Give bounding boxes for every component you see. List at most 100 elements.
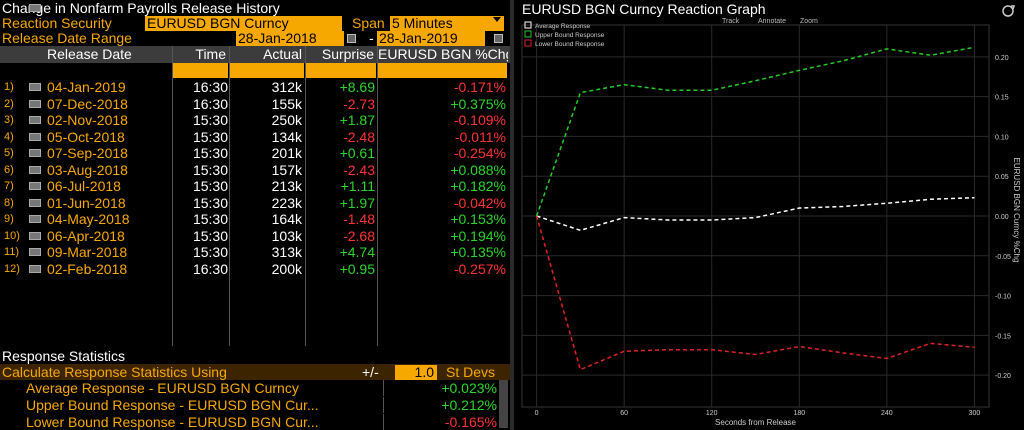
- time-cell: 15:30: [192, 244, 228, 260]
- table-row[interactable]: 11) 09-Mar-2018 15:30 313k +4.74 +0.135%: [0, 244, 510, 261]
- actual-filter[interactable]: [230, 63, 304, 78]
- select-all-checkbox[interactable]: [29, 4, 41, 12]
- pct-change-cell: -0.171%: [453, 79, 506, 95]
- col-time[interactable]: Time: [195, 46, 226, 62]
- time-cell: 16:30: [192, 95, 228, 112]
- row-checkbox[interactable]: [29, 248, 41, 256]
- surprise-cell: -2.73: [343, 95, 375, 112]
- span-label: Span: [352, 15, 385, 31]
- col-surprise[interactable]: Surprise: [321, 46, 374, 62]
- legend-label: Average Response: [535, 23, 591, 30]
- row-checkbox[interactable]: [29, 165, 41, 174]
- date-to-value: 28-Jan-2019: [379, 30, 458, 46]
- actual-cell: 155k: [271, 95, 302, 112]
- chevron-down-icon: [493, 17, 501, 22]
- pct-change-cell: +0.088%: [450, 161, 506, 178]
- stat-value: +0.212%: [441, 397, 497, 413]
- date-range-label: Release Date Range: [2, 30, 132, 46]
- table-row[interactable]: 6) 03-Aug-2018 15:30 157k -2.43 +0.088%: [0, 162, 510, 179]
- response-stats-title: Response Statistics: [2, 348, 125, 364]
- row-index: 10): [4, 229, 20, 242]
- series-line: [536, 196, 975, 232]
- actual-cell: 213k: [271, 178, 302, 194]
- table-row[interactable]: 10) 06-Apr-2018 15:30 103k -2.68 +0.194%: [0, 228, 510, 245]
- stats-calc-bar: [0, 364, 510, 380]
- row-checkbox[interactable]: [29, 198, 41, 207]
- table-row[interactable]: 2) 07-Dec-2018 16:30 155k -2.73 +0.375%: [0, 96, 510, 113]
- surprise-cell: -2.48: [343, 128, 375, 145]
- row-index: 11): [4, 246, 20, 258]
- pct-change-cell: -0.257%: [453, 260, 506, 277]
- time-cell: 15:30: [192, 161, 228, 178]
- surprise-cell: -1.48: [343, 211, 375, 227]
- y-tick-label: -0.20: [995, 373, 1011, 380]
- actual-cell: 164k: [271, 211, 302, 227]
- x-tick-label: 0: [535, 410, 539, 417]
- row-index: 5): [4, 147, 14, 159]
- col-release-date[interactable]: Release Date: [47, 46, 132, 62]
- row-checkbox[interactable]: [29, 215, 41, 223]
- panel-title: Change in Nonfarm Payrolls Release Histo…: [2, 0, 280, 16]
- surprise-cell: +1.11: [340, 178, 375, 194]
- y-tick-label: -0.10: [995, 294, 1011, 301]
- stat-row: Upper Bound Response - EURUSD BGN Cur...…: [0, 397, 510, 413]
- row-checkbox[interactable]: [29, 132, 41, 141]
- refresh-icon[interactable]: [1002, 5, 1016, 17]
- row-checkbox[interactable]: [29, 83, 41, 91]
- row-checkbox[interactable]: [29, 264, 41, 273]
- span-value: 5 Minutes: [392, 15, 453, 31]
- annotate-button[interactable]: Annotate: [758, 18, 786, 25]
- date-from-field[interactable]: 28-Jan-2018: [236, 31, 344, 46]
- row-checkbox[interactable]: [29, 231, 41, 240]
- table-row[interactable]: 5) 07-Sep-2018 15:30 201k +0.61 -0.254%: [0, 145, 510, 162]
- row-index: 8): [4, 196, 14, 209]
- release-date-cell: 04-Jan-2019: [47, 79, 126, 95]
- zoom-button[interactable]: Zoom: [800, 18, 818, 25]
- col-pct-change[interactable]: EURUSD BGN %Chg: [378, 46, 508, 62]
- std-dev-input[interactable]: 1.0: [395, 365, 437, 380]
- stat-row: Average Response - EURUSD BGN Curncy +0.0…: [0, 380, 510, 396]
- row-checkbox[interactable]: [29, 116, 41, 124]
- surprise-cell: +1.87: [339, 112, 375, 128]
- y-tick-label: 0.20: [995, 55, 1009, 62]
- table-row[interactable]: 1) 04-Jan-2019 16:30 312k +8.69 -0.171%: [0, 79, 510, 96]
- x-axis-label: Seconds from Release: [715, 418, 796, 427]
- calendar-icon[interactable]: [347, 34, 356, 43]
- col-actual[interactable]: Actual: [263, 46, 302, 62]
- release-date-cell: 07-Sep-2018: [47, 145, 128, 161]
- actual-cell: 200k: [271, 260, 302, 277]
- y-tick-label: 0.15: [995, 95, 1009, 102]
- legend-swatch: [524, 21, 532, 29]
- calendar-icon[interactable]: [494, 34, 503, 43]
- table-row[interactable]: 9) 04-May-2018 15:30 164k -1.48 +0.153%: [0, 211, 510, 228]
- table-row[interactable]: 12) 02-Feb-2018 16:30 200k +0.95 -0.257%: [0, 261, 510, 278]
- time-filter[interactable]: [172, 63, 228, 78]
- table-row[interactable]: 4) 05-Oct-2018 15:30 134k -2.48 -0.011%: [0, 129, 510, 146]
- y-tick-label: 0.00: [995, 214, 1009, 221]
- time-cell: 15:30: [192, 194, 228, 211]
- stat-label: Average Response - EURUSD BGN Curncy: [26, 380, 299, 396]
- table-row[interactable]: 8) 01-Jun-2018 15:30 223k +1.97 -0.042%: [0, 195, 510, 212]
- reaction-chart: 0.20 0.15 0.10 0.05 0.00 -0.05 -0.10 -0.15 -0.20…: [521, 5, 1021, 427]
- row-checkbox[interactable]: [29, 149, 41, 157]
- track-button[interactable]: Track: [722, 18, 740, 25]
- stats-scrollbar[interactable]: [499, 380, 508, 428]
- chart-title: EURUSD BGN Curncy Reaction Graph: [522, 1, 766, 17]
- pct-filter[interactable]: [378, 63, 507, 78]
- reaction-security-field[interactable]: EURUSD BGN Curncy: [145, 16, 342, 31]
- row-index: 2): [4, 97, 14, 110]
- table-row[interactable]: 7) 06-Jul-2018 15:30 213k +1.11 +0.182%: [0, 178, 510, 195]
- reaction-security-label: Reaction Security: [2, 15, 112, 31]
- date-to-field[interactable]: 28-Jan-2019: [377, 31, 485, 46]
- table-row[interactable]: 3) 02-Nov-2018 15:30 250k +1.87 -0.109%: [0, 112, 510, 129]
- span-select[interactable]: 5 Minutes: [390, 16, 504, 31]
- time-cell: 16:30: [192, 260, 228, 277]
- release-date-cell: 03-Aug-2018: [47, 161, 128, 178]
- surprise-cell: -2.68: [343, 227, 375, 244]
- surprise-filter[interactable]: [306, 63, 376, 78]
- release-date-cell: 02-Feb-2018: [47, 260, 128, 277]
- y-tick-label: -0.05: [995, 254, 1011, 261]
- row-checkbox[interactable]: [29, 182, 41, 190]
- row-checkbox[interactable]: [29, 99, 41, 108]
- time-cell: 15:30: [192, 112, 228, 128]
